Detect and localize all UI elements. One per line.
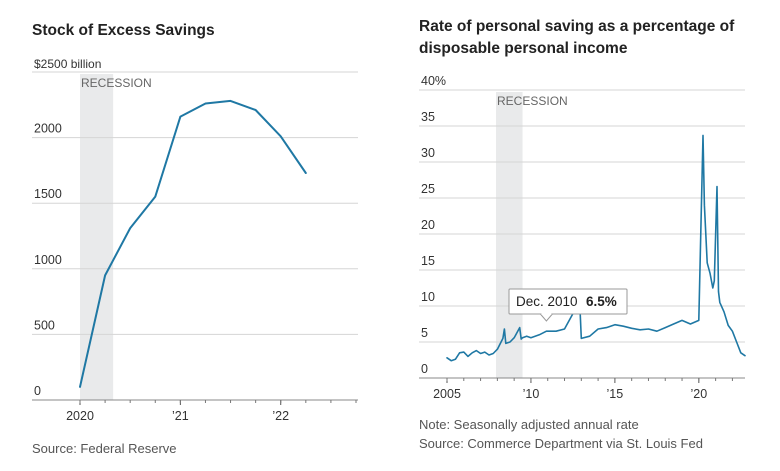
right-ytick-label: 35: [421, 110, 435, 124]
right-annotation-pointer: [540, 313, 553, 322]
right-xtick-label: ’20: [690, 387, 707, 401]
right-series-line: [446, 134, 746, 362]
left-xtick-label: ’22: [272, 409, 289, 423]
right-ytick-label: 30: [421, 146, 435, 160]
left-ytick-label: 1500: [34, 187, 62, 201]
right-ytick-label: 5: [421, 326, 428, 340]
left-recession-band: [80, 74, 114, 400]
right-ytick-label: 40%: [421, 74, 446, 88]
right-ytick-label: 10: [421, 290, 435, 304]
right-annotation-box: [508, 288, 628, 315]
right-note: Note: Seasonally adjusted annual rate: [419, 417, 639, 432]
left-series-line: [79, 99, 307, 388]
right-source-note: Source: Commerce Department via St. Loui…: [419, 436, 703, 451]
left-ytick-label: 0: [34, 384, 41, 398]
left-source-note: Source: Federal Reserve: [32, 441, 177, 456]
right-ytick-label: 20: [421, 218, 435, 232]
left-chart-title: Stock of Excess Savings: [32, 22, 215, 39]
right-ytick-label: 15: [421, 254, 435, 268]
left-xtick-label: ’21: [172, 409, 189, 423]
right-recession-band: [496, 92, 523, 378]
right-ytick-label: 25: [421, 182, 435, 196]
right-xtick-label: ’15: [607, 387, 624, 401]
left-ytick-label: 1000: [34, 253, 62, 267]
left-y-unit-label: $2500 billion: [34, 57, 101, 71]
left-ytick-label: 2000: [34, 122, 62, 136]
left-ytick-label: 500: [34, 318, 55, 332]
right-annotation-label: Dec. 2010: [516, 294, 578, 309]
right-xtick-label: ’10: [523, 387, 540, 401]
right-annotation-value: 6.5%: [586, 294, 617, 309]
left-xtick-label: 2020: [66, 409, 94, 423]
right-chart-title: Rate of personal saving as a percentage …: [419, 18, 735, 57]
right-ytick-label: 0: [421, 362, 428, 376]
right-xtick-label: 2005: [433, 387, 461, 401]
right-recession-label: RECESSION: [497, 94, 568, 108]
left-recession-label: RECESSION: [81, 76, 152, 90]
